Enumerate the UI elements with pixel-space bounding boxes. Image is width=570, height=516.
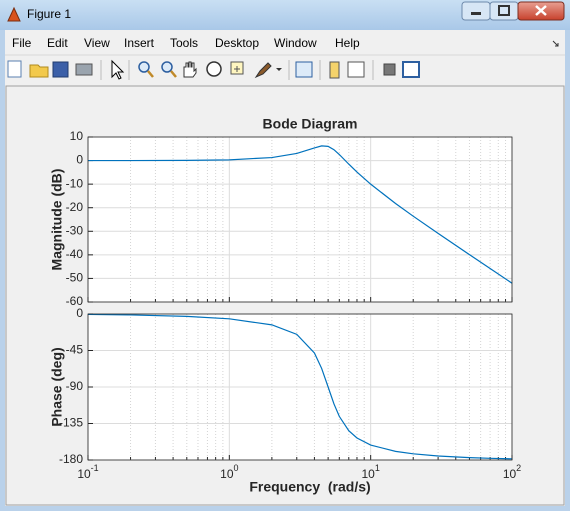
- tick-exponent: -1: [91, 463, 99, 473]
- legend-button[interactable]: [347, 61, 365, 78]
- y-tick-label: -45: [66, 343, 84, 357]
- hide-tools-button[interactable]: [383, 63, 396, 76]
- x-tick-label: 101: [361, 463, 379, 481]
- menu-item[interactable]: Insert: [124, 36, 155, 50]
- menu-item[interactable]: Edit: [47, 36, 68, 50]
- y-tick-label: -50: [66, 271, 84, 285]
- select-button[interactable]: [111, 59, 125, 80]
- print-button[interactable]: [75, 63, 93, 76]
- close-icon: [535, 5, 547, 16]
- brush-dropdown[interactable]: [276, 68, 282, 71]
- menu-item[interactable]: Tools: [170, 36, 198, 50]
- x-tick-label: 100: [220, 463, 238, 481]
- y-axis-label: Phase (deg): [49, 347, 65, 426]
- menu-item[interactable]: Desktop: [215, 36, 259, 50]
- y-tick-label: -180: [59, 452, 83, 466]
- y-tick-label: -30: [66, 223, 84, 237]
- menu-item[interactable]: File: [12, 36, 32, 50]
- tick-exponent: 1: [375, 463, 380, 473]
- dock-arrow[interactable]: [552, 40, 559, 47]
- chart-title: Bode Diagram: [263, 116, 358, 132]
- colorbar-button[interactable]: [329, 61, 340, 79]
- axes-box: [87, 136, 513, 303]
- menu-item[interactable]: Help: [335, 36, 360, 50]
- new-figure-button[interactable]: [7, 60, 22, 78]
- maximize-button[interactable]: [489, 1, 519, 21]
- tick-exponent: 2: [516, 463, 521, 473]
- axes-box: [87, 313, 513, 461]
- maximize-icon: [498, 5, 510, 16]
- rotate-button[interactable]: [206, 61, 222, 77]
- window-buttons[interactable]: [461, 1, 565, 21]
- minimize-button[interactable]: [461, 1, 491, 21]
- brush-button[interactable]: [254, 62, 272, 79]
- link-plot-button[interactable]: [295, 61, 313, 78]
- zoom-out-handle: [170, 70, 177, 78]
- axes-background: [88, 137, 512, 302]
- data-line: [87, 145, 513, 284]
- y-tick-label: -135: [59, 416, 83, 430]
- x-tick-label: 10-1: [77, 463, 98, 481]
- toolbar: [7, 59, 420, 80]
- y-tick-label: 10: [70, 129, 84, 143]
- show-tools-button[interactable]: [402, 61, 420, 78]
- tick-base: 10: [361, 467, 375, 481]
- tick-base: 10: [77, 467, 91, 481]
- y-tick-label: -60: [66, 294, 84, 308]
- zoom-in-handle: [147, 70, 154, 78]
- minimize-icon: [471, 12, 481, 15]
- menu-item[interactable]: View: [84, 36, 110, 50]
- data-line: [87, 313, 513, 460]
- y-tick-label: -20: [66, 200, 84, 214]
- tick-exponent: 0: [234, 463, 239, 473]
- menu-item[interactable]: Window: [274, 36, 317, 50]
- zoom-out-button[interactable]: [161, 61, 173, 73]
- y-tick-label: 0: [76, 153, 83, 167]
- y-tick-label: -10: [66, 176, 84, 190]
- y-axis-label: Magnitude (dB): [49, 169, 65, 271]
- save-button[interactable]: [52, 61, 69, 78]
- window-title: Figure 1: [27, 7, 71, 21]
- zoom-in-button[interactable]: [138, 61, 150, 73]
- tick-base: 10: [220, 467, 234, 481]
- app-icon: [7, 6, 21, 22]
- x-tick-label: 102: [503, 463, 521, 481]
- y-tick-label: 0: [76, 306, 83, 320]
- data-cursor-button[interactable]: [230, 61, 244, 75]
- y-tick-label: -40: [66, 247, 84, 261]
- open-button[interactable]: [29, 64, 49, 78]
- y-tick-label: -90: [66, 379, 84, 393]
- menu-bar: File Edit View Insert Tools Desktop Window Help: [12, 36, 360, 50]
- tick-base: 10: [503, 467, 517, 481]
- pan-button[interactable]: [183, 61, 197, 78]
- x-axis-label: Frequency (rad/s): [249, 479, 370, 495]
